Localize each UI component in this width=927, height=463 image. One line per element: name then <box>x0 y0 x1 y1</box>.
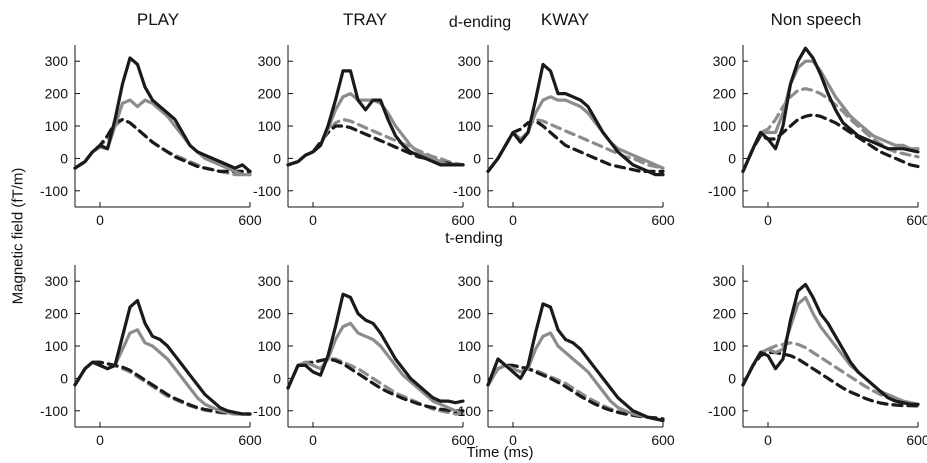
y-tick-label: 300 <box>713 273 737 289</box>
y-tick-label: 300 <box>713 53 737 69</box>
panel-d-ending-play: -100 0 100 200 300 0 600 <box>40 45 262 228</box>
series-line-black-solid <box>288 71 463 165</box>
x-tick-label: 0 <box>509 432 517 448</box>
panel-t-ending-non-speech: -100 0 100 200 300 0 600 <box>708 265 927 448</box>
y-tick-label: 100 <box>713 118 737 134</box>
series-line-gray-dashed <box>75 362 250 414</box>
y-tick-label: 300 <box>45 273 69 289</box>
y-tick-label: 0 <box>60 370 68 386</box>
y-tick-label: 200 <box>258 86 282 102</box>
y-tick-label: 200 <box>258 306 282 322</box>
x-tick-label: 0 <box>309 212 317 228</box>
y-tick-label: 300 <box>45 53 69 69</box>
y-tick-label: 100 <box>713 338 737 354</box>
y-tick-label: 100 <box>458 118 482 134</box>
x-tick-label: 600 <box>238 432 262 448</box>
series-line-gray-solid <box>743 61 918 171</box>
panel-t-ending-play: -100 0 100 200 300 0 600 <box>40 265 262 448</box>
y-tick-label: -100 <box>453 183 481 199</box>
panel-d-ending-tray: -100 0 100 200 300 0 600 <box>253 45 475 228</box>
y-tick-label: 0 <box>273 370 281 386</box>
panel-t-ending-tray: -100 0 100 200 300 0 600 <box>253 265 475 448</box>
panel-d-ending-non-speech: -100 0 100 200 300 0 600 <box>708 45 927 228</box>
y-tick-label: 100 <box>45 338 69 354</box>
y-tick-label: 0 <box>473 370 481 386</box>
y-tick-label: -100 <box>708 403 736 419</box>
y-tick-label: 200 <box>713 86 737 102</box>
y-tick-label: 200 <box>713 306 737 322</box>
series-line-black-solid <box>743 284 918 404</box>
y-tick-label: 0 <box>473 150 481 166</box>
y-tick-label: -100 <box>453 403 481 419</box>
y-tick-label: -100 <box>40 403 68 419</box>
y-tick-label: -100 <box>253 183 281 199</box>
y-tick-label: 300 <box>258 53 282 69</box>
x-tick-label: 600 <box>906 432 927 448</box>
panel-d-ending-kway: -100 0 100 200 300 0 600 <box>453 45 675 228</box>
y-tick-label: 200 <box>45 86 69 102</box>
y-tick-label: 0 <box>273 150 281 166</box>
y-tick-label: -100 <box>253 403 281 419</box>
series-line-black-dashed <box>488 121 663 171</box>
y-tick-label: 100 <box>458 338 482 354</box>
y-tick-label: 100 <box>258 118 282 134</box>
y-tick-label: 0 <box>60 150 68 166</box>
panel-t-ending-kway: -100 0 100 200 300 0 600 <box>453 265 675 448</box>
y-tick-label: 0 <box>728 370 736 386</box>
x-tick-label: 600 <box>238 212 262 228</box>
x-tick-label: 600 <box>451 212 475 228</box>
x-tick-label: 0 <box>509 212 517 228</box>
y-tick-label: 200 <box>45 306 69 322</box>
x-tick-label: 0 <box>96 212 104 228</box>
y-tick-label: 300 <box>458 273 482 289</box>
y-tick-label: 300 <box>458 53 482 69</box>
y-tick-label: -100 <box>40 183 68 199</box>
series-line-gray-solid <box>743 297 918 404</box>
x-tick-label: 0 <box>764 212 772 228</box>
x-tick-label: 600 <box>651 432 675 448</box>
series-line-gray-dashed <box>288 120 463 165</box>
series-line-black-dashed <box>75 362 250 414</box>
x-tick-label: 600 <box>451 432 475 448</box>
y-tick-label: 200 <box>458 306 482 322</box>
y-tick-label: 100 <box>45 118 69 134</box>
x-tick-label: 0 <box>309 432 317 448</box>
x-tick-label: 600 <box>906 212 927 228</box>
y-tick-label: 300 <box>258 273 282 289</box>
x-tick-label: 600 <box>651 212 675 228</box>
series-line-black-solid <box>75 301 250 414</box>
series-line-black-solid <box>75 58 250 171</box>
series-line-gray-solid <box>288 94 463 165</box>
y-tick-label: -100 <box>708 183 736 199</box>
y-tick-label: 200 <box>458 86 482 102</box>
y-tick-label: 0 <box>728 150 736 166</box>
y-tick-label: 100 <box>258 338 282 354</box>
x-tick-label: 0 <box>764 432 772 448</box>
x-tick-label: 0 <box>96 432 104 448</box>
series-line-gray-dashed <box>488 120 663 172</box>
series-line-black-solid <box>743 48 918 171</box>
